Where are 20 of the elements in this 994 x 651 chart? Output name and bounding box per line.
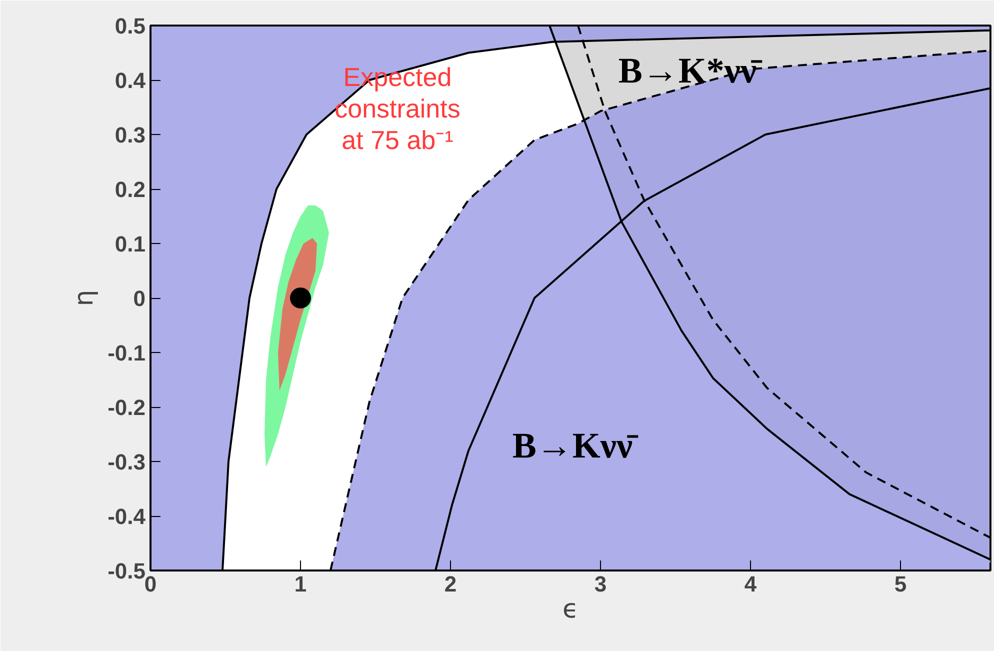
y-tick-label: 0.4	[114, 68, 146, 93]
annotation: B→K*νν̄	[618, 50, 763, 90]
y-tick-label: -0.4	[108, 504, 146, 529]
y-tick-label: 0.5	[114, 14, 146, 38]
x-tick-label: 1	[294, 572, 307, 596]
y-tick-label: 0	[133, 286, 146, 311]
y-tick-label: -0.1	[108, 340, 146, 366]
y-axis-title: η	[70, 290, 100, 306]
y-tick-label: -0.3	[108, 450, 146, 474]
annotation: B→Kνν̄	[512, 426, 639, 466]
y-tick-label: 0.2	[114, 177, 146, 202]
y-tick-label: -0.5	[108, 558, 146, 584]
x-axis-title: ϵ	[562, 594, 578, 624]
y-tick-label: 0.1	[114, 232, 146, 256]
x-tick-label: 5	[894, 572, 907, 596]
x-tick-label: 4	[744, 572, 758, 596]
y-tick-label: -0.2	[108, 395, 146, 420]
x-tick-label: 3	[594, 572, 607, 596]
x-tick-label: 2	[444, 572, 457, 596]
y-tick-label: 0.3	[114, 122, 146, 148]
